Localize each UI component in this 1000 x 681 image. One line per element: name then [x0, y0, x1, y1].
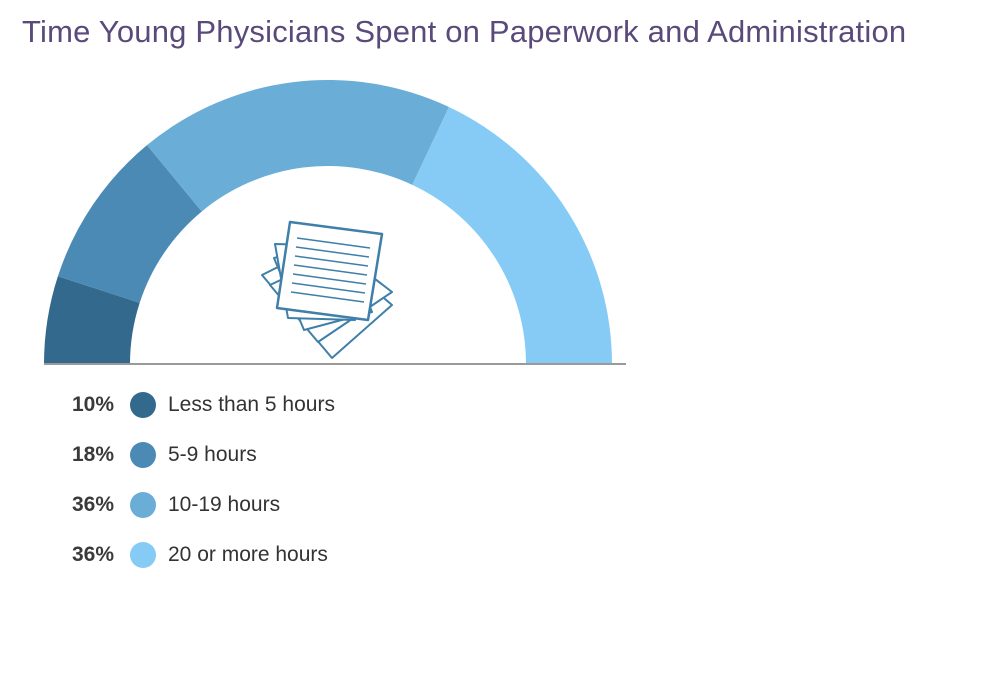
- legend-percent: 18%: [72, 443, 115, 466]
- legend-item: 36% 20 or more hours: [72, 530, 335, 580]
- chart-legend: 10% Less than 5 hours 18% 5-9 hours 36% 10-19…: [72, 380, 335, 580]
- slice-1: [44, 276, 140, 364]
- legend-percent: 36%: [72, 543, 115, 566]
- legend-percent: 36%: [72, 493, 115, 516]
- legend-swatch: [130, 492, 156, 518]
- legend-item: 36% 10-19 hours: [72, 480, 335, 530]
- chart-title: Time Young Physicians Spent on Paperwork…: [22, 14, 907, 49]
- legend-percent: 10%: [72, 393, 115, 416]
- legend-label: 20 or more hours: [168, 543, 328, 566]
- legend-item: 18% 5-9 hours: [72, 430, 335, 480]
- legend-label: 10-19 hours: [168, 493, 281, 516]
- legend-label: Less than 5 hours: [168, 393, 335, 416]
- slice-3: [146, 79, 449, 212]
- legend-swatch: [130, 542, 156, 568]
- slice-2: [57, 145, 202, 303]
- slice-4: [412, 107, 612, 364]
- legend-label: 5-9 hours: [168, 443, 257, 466]
- legend-swatch: [130, 442, 156, 468]
- legend-swatch: [130, 392, 156, 418]
- paper-stack-icon: [261, 220, 393, 359]
- legend-item: 10% Less than 5 hours: [72, 380, 335, 430]
